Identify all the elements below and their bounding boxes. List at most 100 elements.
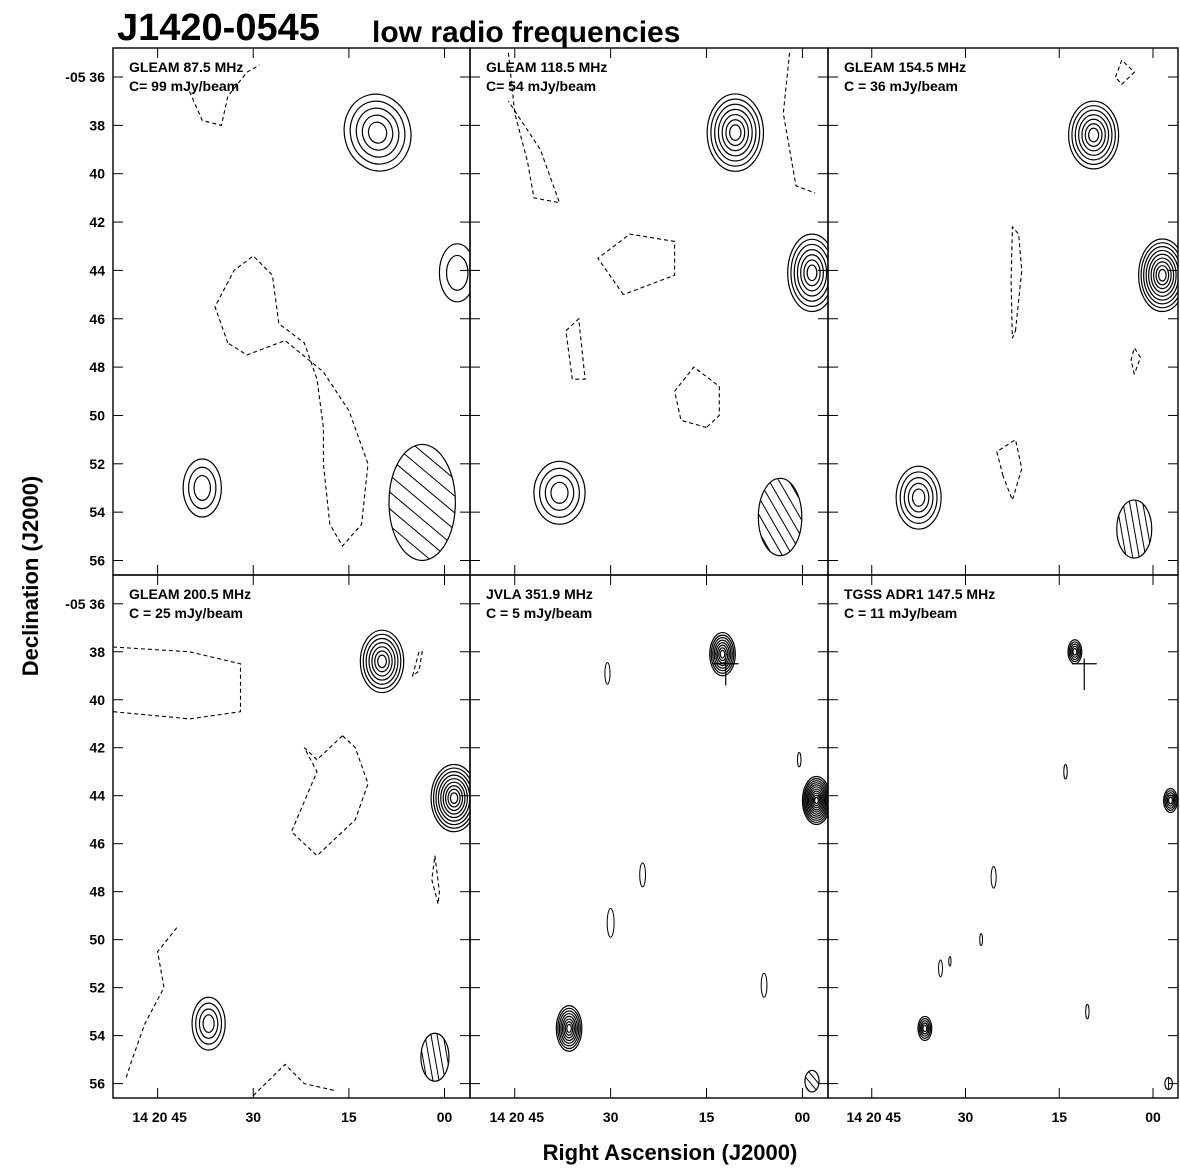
y-tick-label: 52 (89, 456, 105, 472)
source-contours (801, 775, 828, 826)
panel-label-freq: GLEAM 154.5 MHz (844, 59, 966, 75)
contour-level (430, 763, 470, 833)
noise-contour (797, 752, 802, 768)
contour-level (814, 796, 819, 805)
panel-plot-area (507, 52, 828, 557)
contour-level (361, 114, 394, 151)
x-tick-label: 00 (795, 1109, 811, 1125)
contour-level (917, 1015, 933, 1042)
y-tick-label: 54 (89, 504, 105, 520)
contour-level (721, 113, 750, 152)
contour-level (1071, 105, 1116, 165)
noise-contour (604, 662, 611, 685)
panel-plot-area (895, 59, 1178, 559)
source-contours (706, 93, 765, 172)
x-tick-label: 30 (603, 1109, 619, 1125)
y-axis-title: Declination (J2000) (18, 476, 43, 677)
contour-level (1088, 127, 1100, 143)
contour-level (367, 121, 388, 144)
negative-contour (252, 1063, 337, 1096)
contour-level (362, 633, 402, 689)
contour-level (717, 108, 753, 157)
contour-level (555, 1005, 583, 1052)
contour-level (343, 93, 412, 172)
contour-level (803, 778, 828, 824)
panel-frame (112, 574, 471, 1099)
contour-level (1148, 253, 1177, 297)
contour-level (806, 264, 818, 282)
panel-plot-area (113, 629, 470, 1096)
contour-level (1168, 796, 1173, 805)
y-tick-label: 42 (89, 740, 105, 756)
panel-6: 14 20 45 30 15 00 TGSS ADR1 147.5 MHz C = 11 … (827, 574, 1179, 1125)
contour-level (447, 788, 461, 808)
contour-level (1138, 238, 1178, 313)
contour-level (438, 243, 470, 303)
contour-level (725, 119, 746, 147)
panel-frame (469, 574, 829, 1099)
negative-contour (411, 651, 423, 678)
panel-frame (827, 47, 1179, 576)
negative-contour (125, 927, 178, 1079)
contour-level (811, 792, 822, 809)
contour-level (709, 631, 736, 677)
source-contours (1067, 639, 1083, 665)
noise-contour (639, 862, 646, 888)
contour-level (550, 481, 569, 504)
panel-label-freq: TGSS ADR1 147.5 MHz (844, 586, 995, 602)
panel-plot-area (917, 639, 1178, 1091)
contour-level (899, 471, 938, 524)
contour-level (355, 107, 400, 158)
negative-contour (996, 438, 1023, 502)
contour-level (807, 786, 826, 815)
contour-level (1068, 100, 1120, 170)
contour-level (1069, 643, 1080, 661)
beam-ellipse (804, 1069, 820, 1093)
contour-level (560, 1013, 578, 1044)
x-tick-label: 15 (699, 1109, 715, 1125)
x-tick-label: 14 20 45 (847, 1109, 902, 1125)
panel-frame (827, 574, 1179, 1099)
contour-level (1081, 118, 1106, 152)
contour-level (187, 466, 217, 510)
source-contours (533, 460, 586, 525)
panel-label-contour: C = 25 mJy/beam (129, 605, 243, 621)
contour-level (432, 767, 470, 829)
x-tick-label: 15 (1051, 1109, 1067, 1125)
source-contours (895, 465, 942, 530)
beam-ellipse (420, 1032, 450, 1082)
panel-frame (469, 47, 829, 576)
contour-level (365, 637, 399, 685)
beam-ellipse (388, 443, 456, 562)
contour-level (1078, 114, 1110, 156)
panel-label-contour: C = 5 mJy/beam (486, 605, 592, 621)
contour-level (921, 1022, 929, 1035)
source-contours (1163, 787, 1178, 814)
y-tick-label: 46 (89, 836, 105, 852)
panel-label-freq: GLEAM 200.5 MHz (129, 586, 251, 602)
panel-1: -05 36 38 40 42 44 46 48 50 52 54 56 GLEAM 87.5 MHz… (65, 47, 471, 576)
y-tick-label: -05 36 (65, 596, 105, 612)
beam-hatching (1116, 500, 1152, 559)
contour-level (803, 259, 821, 287)
contour-level (1153, 261, 1172, 290)
contour-level (359, 629, 405, 694)
contour-level (809, 788, 824, 813)
noise-contour (938, 959, 943, 978)
contour-level (790, 238, 828, 307)
contour-level (371, 646, 393, 677)
contour-level (1140, 242, 1178, 309)
contour-level (1158, 268, 1167, 282)
contour-level (793, 243, 828, 302)
negative-contour (214, 255, 369, 547)
contour-level (718, 647, 727, 662)
panel-label-freq: JVLA 351.9 MHz (486, 586, 593, 602)
y-tick-label: 44 (89, 788, 105, 804)
panel-3: GLEAM 154.5 MHz C = 36 mJy/beam (827, 47, 1179, 576)
x-tick-label: 00 (437, 1109, 453, 1125)
panel-4: 14 20 45 30 15 00 -05 36 38 40 42 44 46 48 50 52 54 56… (65, 574, 471, 1125)
contour-level (810, 790, 823, 811)
source-contours (709, 631, 736, 677)
contour-level (202, 1014, 215, 1034)
